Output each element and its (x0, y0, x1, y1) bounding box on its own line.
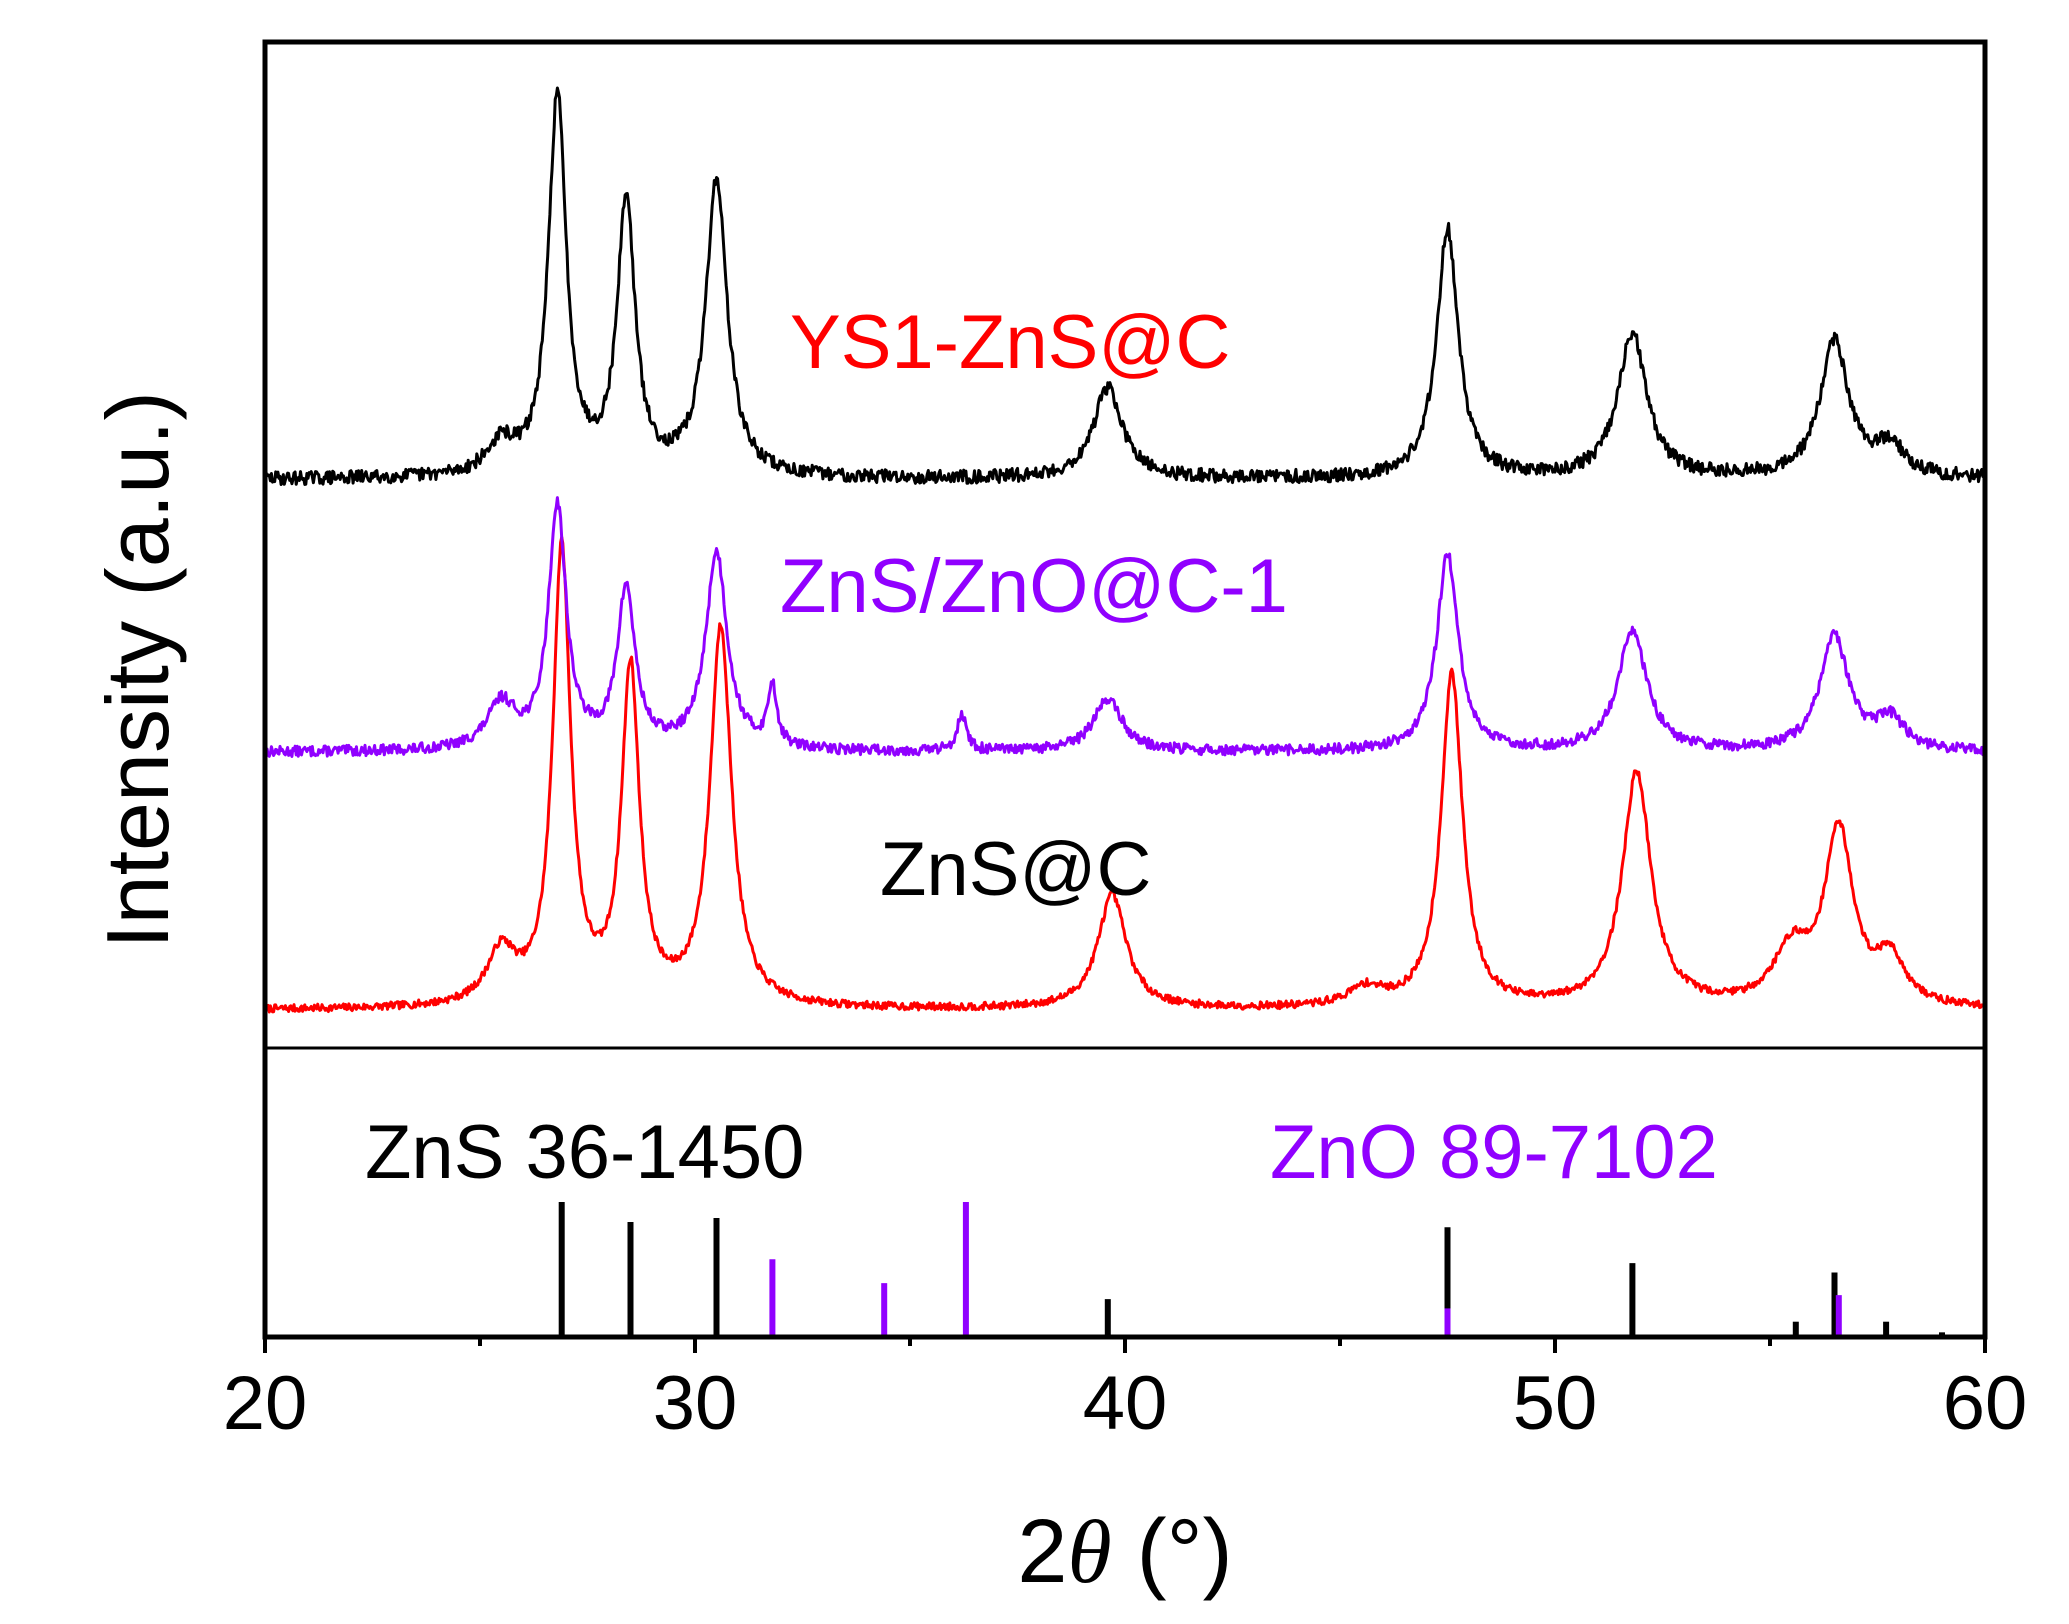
reference-label-zns: ZnS 36-1450 (365, 1110, 804, 1195)
x-axis-label-symbol: θ (1067, 1503, 1111, 1602)
x-tick-label-60: 60 (1943, 1361, 2028, 1446)
series-label-ys1-znsc: YS1-ZnS@C (790, 300, 1230, 385)
reference-patterns-layer (558, 1202, 1945, 1335)
x-tick-label-40: 40 (1083, 1361, 1168, 1446)
x-tick-label-30: 30 (653, 1361, 738, 1446)
y-axis-label: Intensity (a.u.) (88, 391, 187, 949)
x-axis-ticks: 20 30 40 50 60 (223, 1337, 2028, 1446)
plot-frame (262, 39, 1988, 1340)
x-axis-label: 2θ (°) (1017, 1502, 1232, 1602)
x-axis-label-prefix: 2 (1017, 1502, 1067, 1602)
series-line-zns-c (263, 86, 1987, 486)
series-label-zns-zno-c-1: ZnS/ZnO@C-1 (780, 544, 1288, 629)
series-line-ys1-zns-c (263, 535, 1987, 1014)
x-tick-label-20: 20 (223, 1361, 308, 1446)
x-axis-label-suffix: (°) (1112, 1502, 1233, 1602)
x-tick-label-50: 50 (1513, 1361, 1598, 1446)
series-label-znsc: ZnS@C (880, 827, 1151, 912)
xrd-curves-layer (263, 86, 1987, 1014)
reference-label-zno: ZnO 89-7102 (1270, 1110, 1718, 1195)
series-line-zns-zno-c-1 (263, 496, 1987, 758)
